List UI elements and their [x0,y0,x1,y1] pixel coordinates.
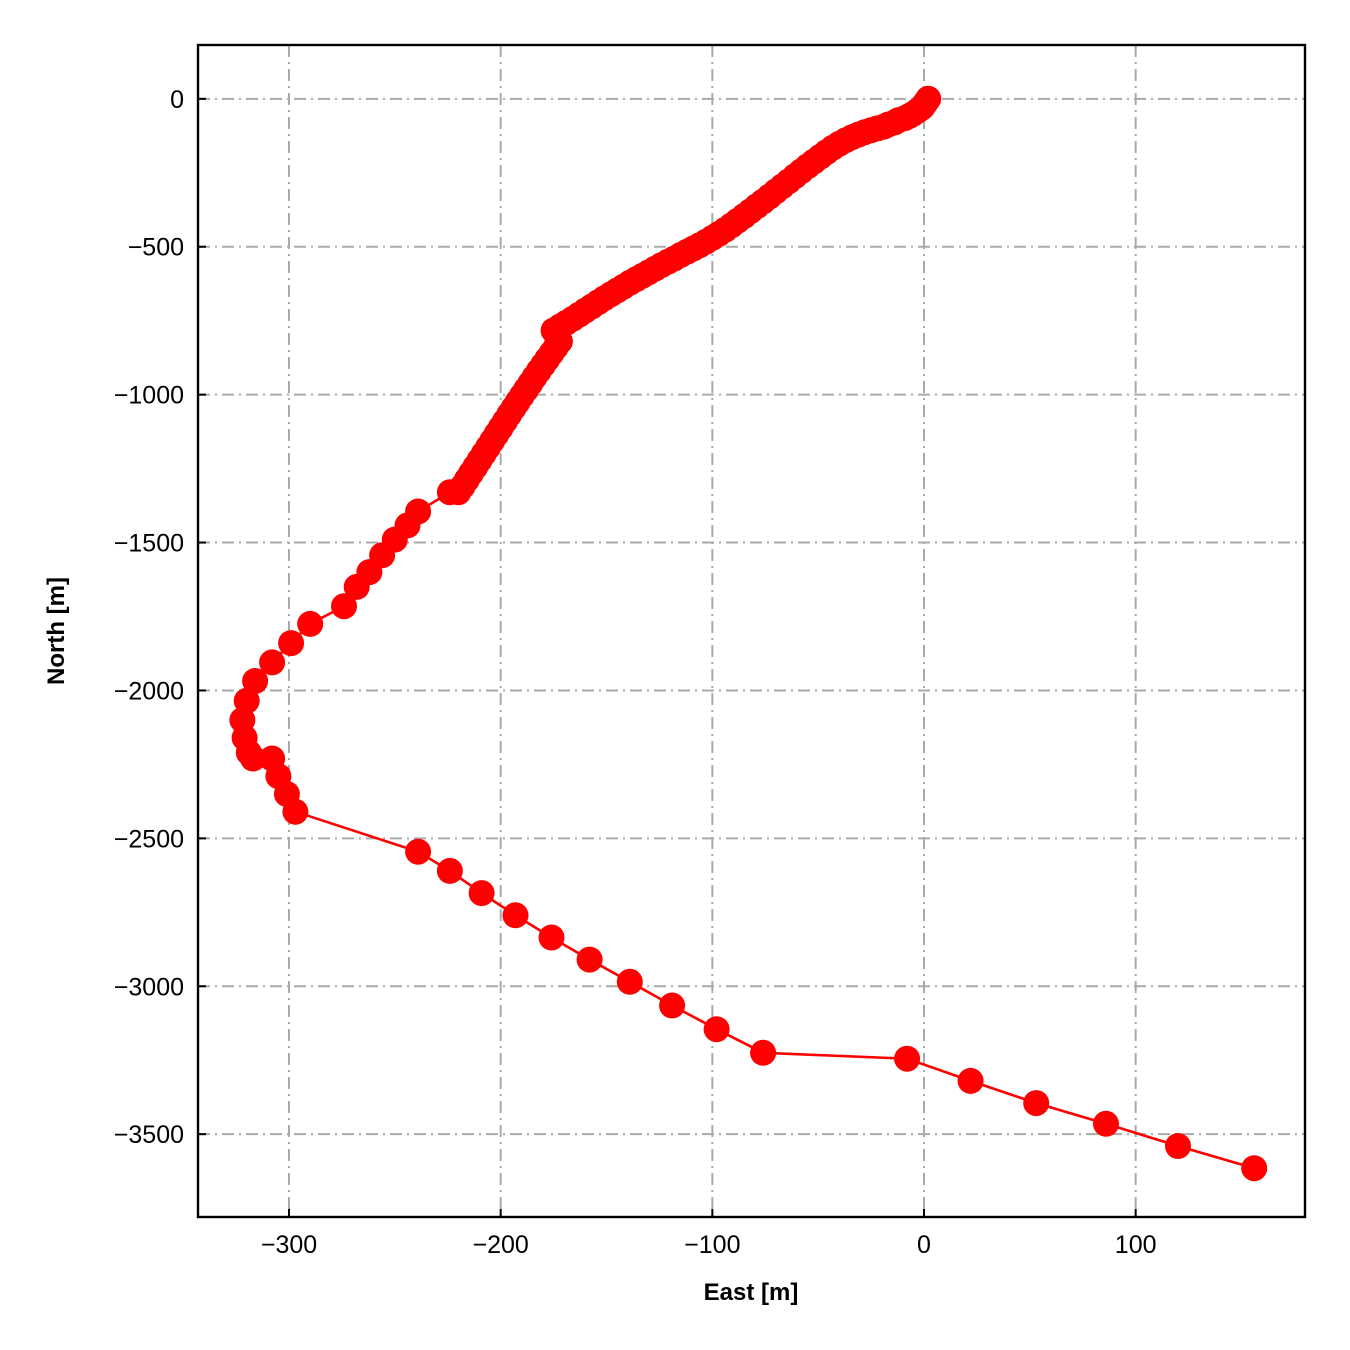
data-point [538,924,565,951]
y-tick-label: −2000 [114,677,184,705]
data-layer [229,85,1268,1182]
data-point [405,838,432,865]
data-point [331,593,357,620]
y-axis-title: North [m] [43,577,70,685]
x-tick-label: 100 [1115,1231,1157,1259]
data-point [502,902,529,929]
grid-layer [198,45,1305,1217]
y-tick-label: −3500 [114,1121,184,1149]
plot-frame [196,43,1307,1219]
data-point [468,880,495,907]
y-tick-label: −500 [128,234,184,262]
data-point [436,479,463,506]
data-point [616,968,643,995]
data-point [1241,1155,1268,1182]
data-point [436,857,463,884]
y-tick-label: −2500 [114,825,184,853]
tick-layer: −300 −200 −100 0 1000−500−1000−1500−2000−250… [114,86,1157,1259]
data-point [297,610,324,637]
data-point [278,630,305,657]
data-point [576,946,603,973]
data-point [894,1045,921,1072]
data-point [343,573,370,600]
data-point [259,649,286,676]
data-point [242,668,269,694]
x-tick-label: −100 [684,1231,740,1259]
x-tick-label: −200 [473,1231,529,1259]
y-tick-label: −1000 [114,382,184,410]
x-tick-label: −300 [261,1231,317,1259]
y-tick-label: −1500 [114,530,184,558]
data-point [1023,1090,1050,1117]
data-point [703,1016,730,1043]
x-axis-title: East [m] [704,1279,799,1306]
y-tick-label: −3000 [114,973,184,1001]
data-point [282,798,309,825]
data-point [1165,1133,1191,1159]
x-tick-label: 0 [917,1231,931,1259]
data-point [659,992,686,1019]
data-point [1093,1110,1119,1137]
data-point [750,1039,777,1066]
y-tick-label: 0 [170,86,184,114]
data-point [957,1067,984,1094]
data-point [240,745,266,772]
